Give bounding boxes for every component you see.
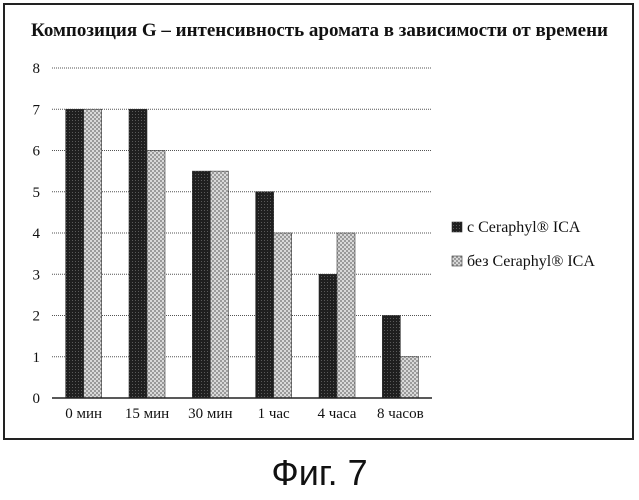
legend-label: с Ceraphyl® ICA xyxy=(467,219,581,236)
y-tick-label: 2 xyxy=(33,309,41,325)
legend: с Ceraphyl® ICA без Ceraphyl® ICA xyxy=(452,219,595,270)
y-tick-labels: 0 1 2 3 4 5 6 7 8 xyxy=(33,61,41,407)
y-tick-label: 4 xyxy=(33,226,41,242)
x-tick-label: 0 мин xyxy=(65,406,102,422)
bar-chart: 0 1 2 3 4 5 6 7 8 0 мин 15 мин 30 мин 1 час 4 часа 8 … xyxy=(0,0,639,440)
y-tick-label: 5 xyxy=(33,185,41,201)
x-tick-labels: 0 мин 15 мин 30 мин 1 час 4 часа 8 часов xyxy=(65,406,423,422)
bar-without-4 xyxy=(337,233,355,398)
y-tick-label: 0 xyxy=(33,391,41,407)
x-tick-label: 15 мин xyxy=(125,406,169,422)
x-tick-label: 1 час xyxy=(258,406,290,422)
bar-with-4 xyxy=(319,274,337,398)
y-tick-label: 3 xyxy=(33,267,41,283)
x-tick-label: 8 часов xyxy=(377,406,424,422)
y-tick-label: 8 xyxy=(33,61,41,77)
legend-label: без Ceraphyl® ICA xyxy=(467,253,595,270)
y-tick-label: 7 xyxy=(33,102,41,118)
bar-without-3 xyxy=(274,233,292,398)
grid-lines xyxy=(52,68,432,357)
y-tick-label: 1 xyxy=(33,350,41,366)
bar-without-0 xyxy=(84,109,102,398)
x-tick-label: 30 мин xyxy=(188,406,232,422)
bar-without-1 xyxy=(147,151,165,399)
bar-with-3 xyxy=(256,192,274,398)
legend-swatch xyxy=(452,222,462,232)
legend-swatch xyxy=(452,256,462,266)
bar-with-5 xyxy=(382,316,400,399)
bar-without-2 xyxy=(210,171,228,398)
bars-group xyxy=(66,109,419,398)
x-tick-label: 4 часа xyxy=(318,406,357,422)
bar-with-1 xyxy=(129,109,147,398)
bar-with-2 xyxy=(192,171,210,398)
figure-caption: Фиг. 7 xyxy=(0,452,639,494)
bar-with-0 xyxy=(66,109,84,398)
bar-without-5 xyxy=(400,357,418,398)
y-tick-label: 6 xyxy=(33,144,41,160)
